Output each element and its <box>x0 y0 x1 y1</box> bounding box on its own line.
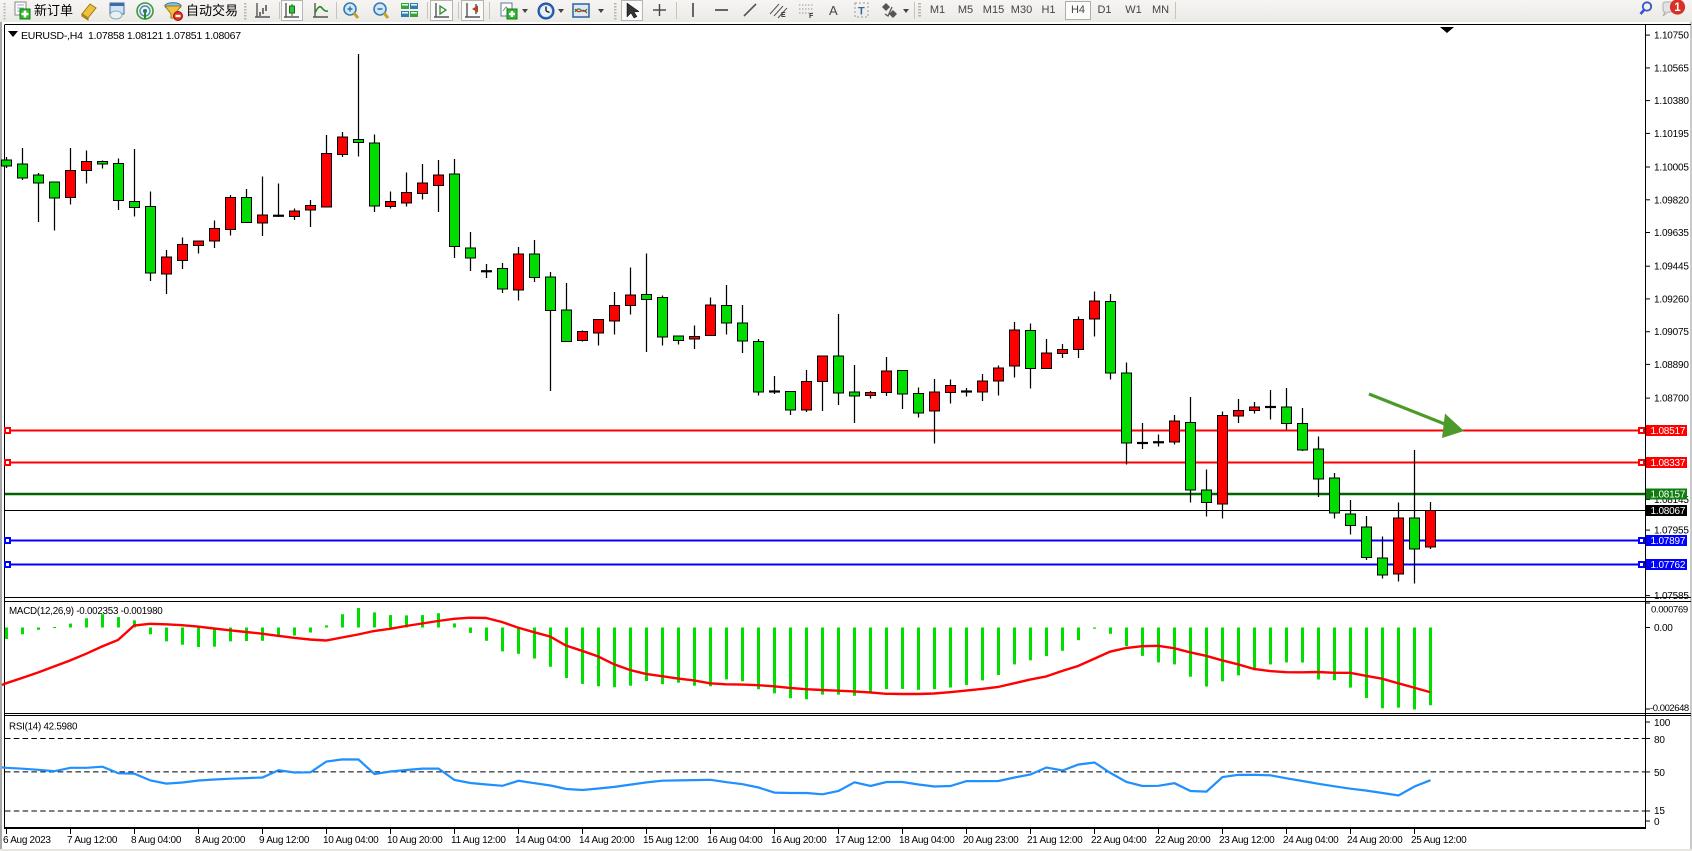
svg-text:18 Aug 04:00: 18 Aug 04:00 <box>899 835 955 846</box>
svg-text:1.08890: 1.08890 <box>1654 360 1689 371</box>
svg-text:22 Aug 20:00: 22 Aug 20:00 <box>1155 835 1211 846</box>
svg-text:0.000769: 0.000769 <box>1651 605 1688 616</box>
svg-text:7 Aug 12:00: 7 Aug 12:00 <box>67 835 118 846</box>
svg-text:1.10380: 1.10380 <box>1654 96 1689 107</box>
svg-text:1.09075: 1.09075 <box>1654 327 1689 338</box>
svg-text:1.08517: 1.08517 <box>1651 426 1686 437</box>
svg-text:新订单: 新订单 <box>34 3 73 18</box>
svg-text:-0.002648: -0.002648 <box>1650 703 1689 714</box>
svg-text:24 Aug 04:00: 24 Aug 04:00 <box>1283 835 1339 846</box>
svg-text:80: 80 <box>1654 735 1665 746</box>
svg-text:1: 1 <box>1674 2 1681 14</box>
svg-text:10 Aug 04:00: 10 Aug 04:00 <box>323 835 379 846</box>
svg-text:10 Aug 20:00: 10 Aug 20:00 <box>387 835 443 846</box>
svg-text:1.08337: 1.08337 <box>1651 458 1686 469</box>
svg-text:21 Aug 12:00: 21 Aug 12:00 <box>1027 835 1083 846</box>
svg-text:9 Aug 12:00: 9 Aug 12:00 <box>259 835 310 846</box>
svg-text:1.10565: 1.10565 <box>1654 63 1689 74</box>
svg-text:0: 0 <box>1654 817 1660 828</box>
svg-text:25 Aug 12:00: 25 Aug 12:00 <box>1411 835 1467 846</box>
svg-text:E: E <box>781 12 786 19</box>
svg-text:1.08157: 1.08157 <box>1651 490 1686 501</box>
svg-text:1.07585: 1.07585 <box>1654 591 1689 602</box>
svg-text:23 Aug 12:00: 23 Aug 12:00 <box>1219 835 1275 846</box>
svg-text:1.10750: 1.10750 <box>1654 31 1689 42</box>
svg-text:1.09445: 1.09445 <box>1654 262 1689 273</box>
svg-text:A: A <box>829 3 838 18</box>
svg-text:1.10195: 1.10195 <box>1654 129 1689 140</box>
svg-text:1.07955: 1.07955 <box>1654 526 1689 537</box>
svg-text:1.08145: 1.08145 <box>1654 495 1689 506</box>
svg-text:1.07897: 1.07897 <box>1651 536 1686 547</box>
svg-text:0.00: 0.00 <box>1654 623 1673 634</box>
svg-text:20 Aug 23:00: 20 Aug 23:00 <box>963 835 1019 846</box>
svg-text:15: 15 <box>1654 806 1665 817</box>
svg-text:22 Aug 04:00: 22 Aug 04:00 <box>1091 835 1147 846</box>
svg-text:T: T <box>858 6 865 18</box>
svg-text:17 Aug 12:00: 17 Aug 12:00 <box>835 835 891 846</box>
svg-text:RSI(14) 42.5980: RSI(14) 42.5980 <box>9 722 78 733</box>
svg-text:6 Aug 2023: 6 Aug 2023 <box>3 835 51 846</box>
svg-text:24 Aug 20:00: 24 Aug 20:00 <box>1347 835 1403 846</box>
svg-text:16 Aug 04:00: 16 Aug 04:00 <box>707 835 763 846</box>
svg-text:EURUSD-,H4 1.07858 1.08121 1.: EURUSD-,H4 1.07858 1.08121 1.07851 1.080… <box>21 30 241 42</box>
svg-text:1.09260: 1.09260 <box>1654 294 1689 305</box>
svg-text:11 Aug 12:00: 11 Aug 12:00 <box>451 835 506 846</box>
svg-text:14 Aug 04:00: 14 Aug 04:00 <box>515 835 571 846</box>
svg-text:F: F <box>809 13 814 20</box>
svg-text:50: 50 <box>1654 768 1665 779</box>
svg-text:100: 100 <box>1654 718 1671 729</box>
svg-text:14 Aug 20:00: 14 Aug 20:00 <box>579 835 635 846</box>
svg-text:1.09820: 1.09820 <box>1654 195 1689 206</box>
svg-text:8 Aug 04:00: 8 Aug 04:00 <box>131 835 182 846</box>
svg-text:1.08067: 1.08067 <box>1651 506 1686 517</box>
svg-text:1.10005: 1.10005 <box>1654 163 1689 174</box>
svg-text:1.08700: 1.08700 <box>1654 394 1689 405</box>
svg-text:8 Aug 20:00: 8 Aug 20:00 <box>195 835 246 846</box>
svg-text:MACD(12,26,9) -0.002353 -0.001: MACD(12,26,9) -0.002353 -0.001980 <box>9 606 163 617</box>
svg-text:自动交易: 自动交易 <box>186 3 238 18</box>
svg-text:16 Aug 20:00: 16 Aug 20:00 <box>771 835 827 846</box>
svg-text:15 Aug 12:00: 15 Aug 12:00 <box>643 835 699 846</box>
svg-text:1.09635: 1.09635 <box>1654 228 1689 239</box>
svg-text:1.07762: 1.07762 <box>1651 560 1686 571</box>
